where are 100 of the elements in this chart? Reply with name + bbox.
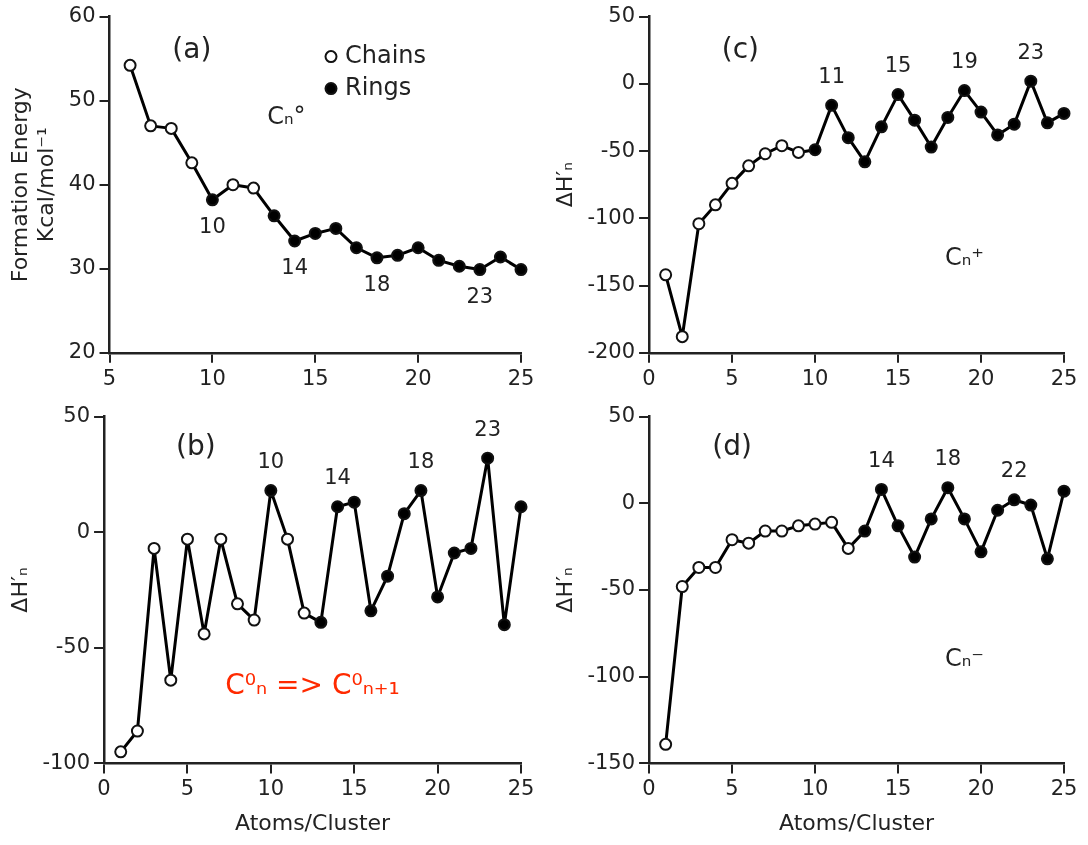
annotation: 14 — [324, 465, 351, 490]
y-tick-label: 50 — [68, 87, 96, 112]
x-tick-label: 5 — [725, 365, 739, 390]
point — [164, 673, 178, 687]
point — [924, 140, 938, 154]
point — [370, 251, 384, 265]
point — [247, 613, 261, 627]
y-tick-label: 60 — [68, 3, 96, 28]
x-tick-label: 5 — [180, 776, 195, 801]
point — [908, 113, 922, 127]
point — [991, 503, 1005, 517]
point — [493, 250, 507, 264]
point — [708, 560, 722, 574]
x-tick-label: 10 — [257, 776, 285, 801]
point — [775, 524, 789, 538]
point — [230, 597, 244, 611]
point — [874, 482, 888, 496]
point — [692, 217, 706, 231]
x-tick-label: 0 — [642, 776, 656, 801]
y-tick-label: -50 — [600, 576, 636, 601]
point — [708, 198, 722, 212]
x-tick-label: 20 — [404, 365, 432, 390]
point — [908, 550, 922, 564]
annotation: Cₙ⁻ — [944, 643, 984, 672]
point — [725, 533, 739, 547]
point — [247, 181, 261, 195]
point — [974, 545, 988, 559]
point — [226, 178, 240, 192]
point — [144, 119, 158, 133]
x-tick-label: 25 — [507, 776, 535, 801]
point — [464, 541, 478, 555]
legend-label: Chains — [345, 40, 427, 69]
point — [329, 221, 343, 235]
point — [308, 226, 322, 240]
point — [841, 131, 855, 145]
point — [957, 512, 971, 526]
point — [364, 604, 378, 618]
point — [891, 88, 905, 102]
point — [725, 176, 739, 190]
annotation: 23 — [474, 416, 502, 441]
x-tick-label: 20 — [424, 776, 451, 801]
annotation: 18 — [407, 449, 435, 474]
annotation: 22 — [1000, 458, 1028, 483]
y-tick-label: 0 — [621, 70, 636, 95]
y-tick-label: -50 — [55, 634, 91, 659]
x-tick-label: 25 — [1050, 365, 1078, 390]
point — [147, 541, 161, 555]
point — [941, 481, 955, 495]
point — [974, 105, 988, 119]
point — [288, 234, 302, 248]
annotation: C⁰ₙ => C⁰ₙ₊₁ — [225, 668, 400, 702]
x-tick-label: 15 — [884, 776, 912, 801]
point — [675, 580, 689, 594]
point — [791, 519, 805, 533]
point — [1024, 498, 1038, 512]
point — [473, 263, 487, 277]
point — [791, 145, 805, 159]
point — [123, 58, 137, 72]
point — [414, 484, 428, 498]
y-tick-label: 50 — [608, 403, 636, 428]
point — [205, 193, 219, 207]
point — [758, 147, 772, 161]
point — [381, 569, 395, 583]
point — [991, 128, 1005, 142]
y-axis-title: Formation Energy Kcal/mol⁻¹ — [6, 87, 59, 283]
point — [1024, 74, 1038, 88]
point — [808, 517, 822, 531]
annotation: 11 — [818, 63, 845, 88]
annotation: Cₙ° — [267, 101, 306, 130]
y-tick-label: 50 — [63, 403, 91, 428]
point — [858, 524, 872, 538]
point — [775, 139, 789, 153]
point — [858, 155, 872, 169]
point — [514, 263, 528, 277]
annotation: 10 — [199, 214, 226, 239]
point — [659, 268, 673, 282]
x-tick-label: 15 — [301, 365, 329, 390]
annotation: (d) — [712, 429, 752, 463]
x-tick-label: 25 — [1050, 776, 1078, 801]
x-tick-label: 25 — [507, 365, 535, 390]
annotation: Cₙ⁺ — [944, 242, 984, 271]
point — [431, 590, 445, 604]
x-tick-label: 10 — [801, 776, 829, 801]
annotation: 23 — [466, 284, 494, 309]
point — [742, 159, 756, 173]
y-tick-label: -100 — [42, 749, 91, 774]
y-tick-label: 20 — [68, 339, 96, 364]
point — [314, 615, 328, 629]
point — [347, 495, 361, 509]
point — [1007, 117, 1021, 131]
point — [924, 512, 938, 526]
annotation: 10 — [257, 449, 285, 474]
annotation: 14 — [868, 447, 895, 472]
annotation: 15 — [884, 53, 912, 78]
point — [281, 532, 295, 546]
y-tick-label: -150 — [587, 749, 636, 774]
y-tick-label: 0 — [621, 489, 636, 514]
y-tick-label: -100 — [587, 663, 636, 688]
annotation: (a) — [172, 31, 212, 65]
y-axis-title: ΔH′ₙ — [6, 567, 32, 613]
